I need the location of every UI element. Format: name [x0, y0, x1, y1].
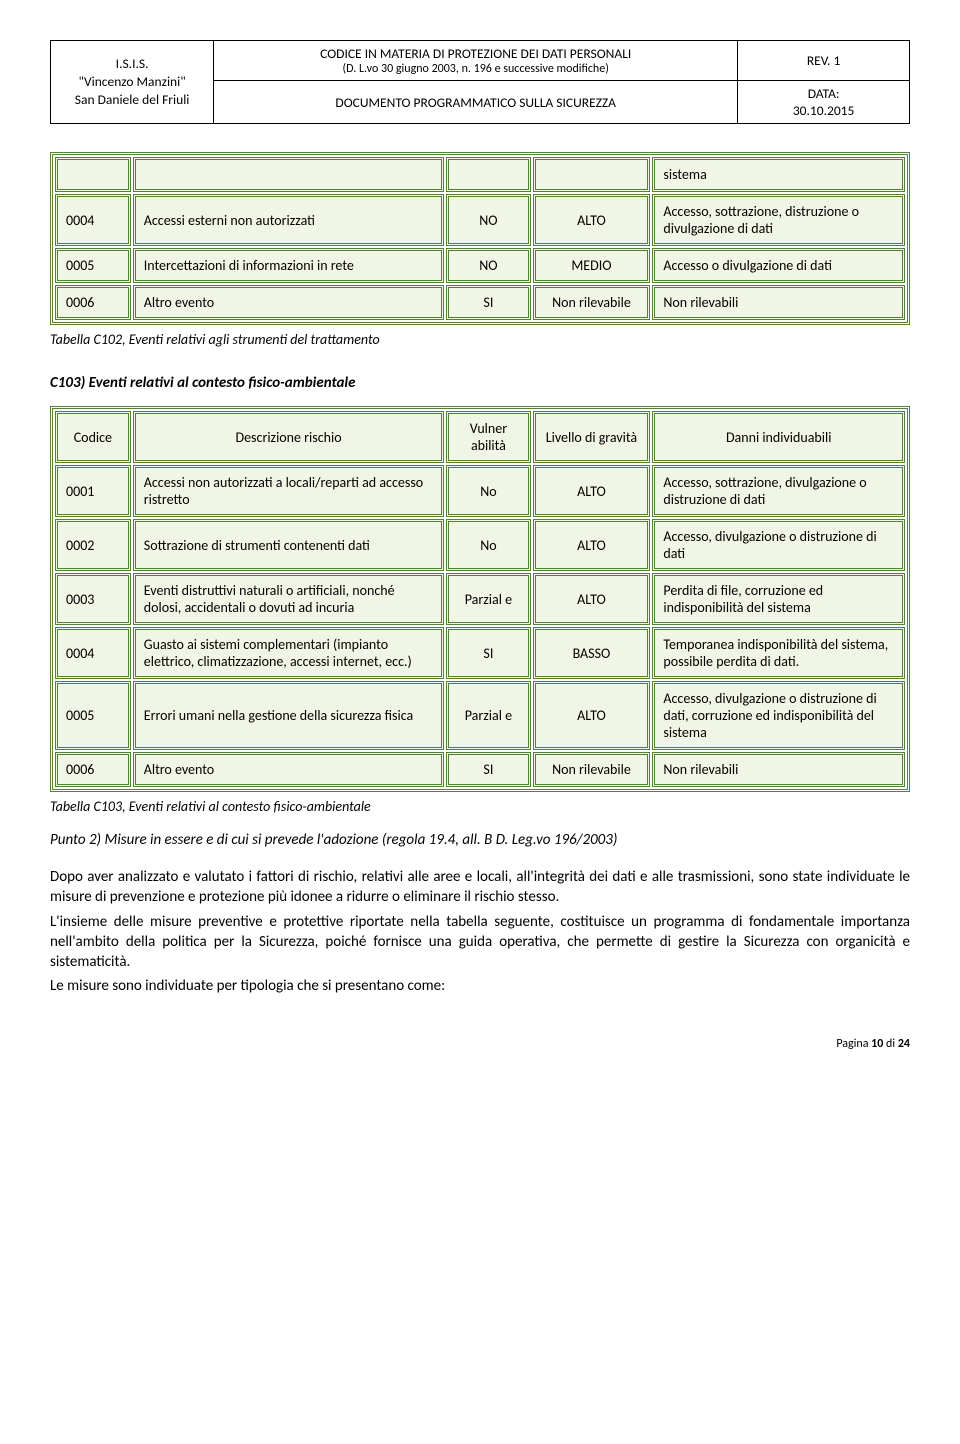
caption-c103: Tabella C103, Eventi relativi al contest…: [50, 798, 910, 815]
footer-total: 24: [898, 1037, 910, 1051]
caption-c102: Tabella C102, Eventi relativi agli strum…: [50, 331, 910, 348]
header-date-cell: DATA: 30.10.2015: [738, 81, 910, 124]
paragraph-1: Dopo aver analizzato e valutato i fattor…: [50, 867, 910, 908]
cell-desc: Intercettazioni di informazioni in rete: [133, 248, 445, 283]
cell-sev: BASSO: [533, 627, 651, 679]
table-row: 0005 Errori umani nella gestione della s…: [55, 681, 905, 750]
cell-sev: ALTO: [533, 465, 651, 517]
section-c103-title: C103) Eventi relativi al contesto fisico…: [50, 374, 910, 392]
cell-code: 0006: [55, 752, 131, 787]
cell-vuln: No: [446, 519, 530, 571]
table-row: 0003 Eventi distruttivi naturali o artif…: [55, 573, 905, 625]
cell-code: 0004: [55, 194, 131, 246]
paragraph-2: L'insieme delle misure preventive e prot…: [50, 912, 910, 973]
cell-sev: ALTO: [533, 573, 651, 625]
table-row: 0001 Accessi non autorizzati a locali/re…: [55, 465, 905, 517]
cell-code: 0003: [55, 573, 131, 625]
cell-desc: Guasto ai sistemi complementari (impiant…: [133, 627, 445, 679]
footer-label: Pagina: [836, 1037, 871, 1051]
org-acronym: I.S.I.S.: [116, 55, 149, 72]
cell-dmg: Perdita di file, corruzione ed indisponi…: [652, 573, 905, 625]
document-header: I.S.I.S. "Vincenzo Manzini" San Daniele …: [50, 40, 910, 124]
page-container: I.S.I.S. "Vincenzo Manzini" San Daniele …: [0, 0, 960, 1101]
header-mid-top: CODICE IN MATERIA DI PROTEZIONE DEI DATI…: [214, 41, 738, 81]
cell-vuln: SI: [446, 627, 530, 679]
table-row: 0002 Sottrazione di strumenti contenenti…: [55, 519, 905, 571]
table-row: 0006 Altro evento SI Non rilevabile Non …: [55, 285, 905, 320]
cell-desc: Eventi distruttivi naturali o artificial…: [133, 573, 445, 625]
header-codice: CODICE IN MATERIA DI PROTEZIONE DEI DATI…: [222, 45, 729, 62]
cell-vuln: SI: [446, 285, 530, 320]
cell-vuln: NO: [446, 248, 530, 283]
cell-dmg: Accesso, divulgazione o distruzione di d…: [652, 519, 905, 571]
cell-code: 0004: [55, 627, 131, 679]
punto2-title: Punto 2) Misure in essere e di cui si pr…: [50, 831, 910, 849]
cell-code: [55, 157, 131, 192]
th-sev: Livello di gravità: [533, 411, 651, 463]
cell-code: 0002: [55, 519, 131, 571]
cell-desc: Altro evento: [133, 752, 445, 787]
cell-sev: ALTO: [533, 519, 651, 571]
header-left-cell: I.S.I.S. "Vincenzo Manzini" San Daniele …: [51, 41, 214, 124]
cell-dmg: Accesso o divulgazione di dati: [652, 248, 905, 283]
cell-sev: ALTO: [533, 194, 651, 246]
th-code: Codice: [55, 411, 131, 463]
cell-vuln: SI: [446, 752, 530, 787]
th-desc: Descrizione rischio: [133, 411, 445, 463]
page-footer: Pagina 10 di 24: [50, 1037, 910, 1051]
cell-code: 0005: [55, 248, 131, 283]
th-vuln: Vulner abilità: [446, 411, 530, 463]
footer-page: 10: [871, 1037, 883, 1051]
table-row: 0004 Guasto ai sistemi complementari (im…: [55, 627, 905, 679]
header-rev: REV. 1: [738, 41, 910, 81]
cell-sev: [533, 157, 651, 192]
cell-sev: ALTO: [533, 681, 651, 750]
table-row: sistema: [55, 157, 905, 192]
cell-desc: Errori umani nella gestione della sicure…: [133, 681, 445, 750]
cell-dmg: Accesso, sottrazione, distruzione o divu…: [652, 194, 905, 246]
header-date-value: 30.10.2015: [793, 102, 855, 119]
header-doc-title: DOCUMENTO PROGRAMMATICO SULLA SICUREZZA: [214, 81, 738, 124]
cell-sev: MEDIO: [533, 248, 651, 283]
org-name: "Vincenzo Manzini": [79, 73, 186, 90]
cell-dmg: Non rilevabili: [652, 285, 905, 320]
cell-dmg: sistema: [652, 157, 905, 192]
cell-dmg: Accesso, divulgazione o distruzione di d…: [652, 681, 905, 750]
cell-desc: Accessi esterni non autorizzati: [133, 194, 445, 246]
table-c102: sistema 0004 Accessi esterni non autoriz…: [50, 152, 910, 325]
cell-vuln: [446, 157, 530, 192]
cell-desc: Sottrazione di strumenti contenenti dati: [133, 519, 445, 571]
cell-dmg: Non rilevabili: [652, 752, 905, 787]
cell-code: 0005: [55, 681, 131, 750]
cell-vuln: Parzial e: [446, 681, 530, 750]
cell-dmg: Temporanea indisponibilità del sistema, …: [652, 627, 905, 679]
cell-sev: Non rilevabile: [533, 752, 651, 787]
paragraph-3: Le misure sono individuate per tipologia…: [50, 976, 910, 996]
cell-dmg: Accesso, sottrazione, divulgazione o dis…: [652, 465, 905, 517]
header-date-label: DATA:: [808, 85, 840, 102]
cell-code: 0006: [55, 285, 131, 320]
cell-code: 0001: [55, 465, 131, 517]
table-row: 0004 Accessi esterni non autorizzati NO …: [55, 194, 905, 246]
footer-of: di: [883, 1037, 897, 1051]
cell-desc: Altro evento: [133, 285, 445, 320]
cell-desc: [133, 157, 445, 192]
th-dmg: Danni individuabili: [652, 411, 905, 463]
cell-vuln: NO: [446, 194, 530, 246]
cell-vuln: No: [446, 465, 530, 517]
table-row: 0006 Altro evento SI Non rilevabile Non …: [55, 752, 905, 787]
cell-sev: Non rilevabile: [533, 285, 651, 320]
cell-vuln: Parzial e: [446, 573, 530, 625]
table-header-row: Codice Descrizione rischio Vulner abilit…: [55, 411, 905, 463]
header-codice-sub: (D. L.vo 30 giugno 2003, n. 196 e succes…: [222, 62, 729, 76]
table-c103: Codice Descrizione rischio Vulner abilit…: [50, 406, 910, 792]
table-row: 0005 Intercettazioni di informazioni in …: [55, 248, 905, 283]
cell-desc: Accessi non autorizzati a locali/reparti…: [133, 465, 445, 517]
org-city: San Daniele del Friuli: [75, 91, 190, 108]
